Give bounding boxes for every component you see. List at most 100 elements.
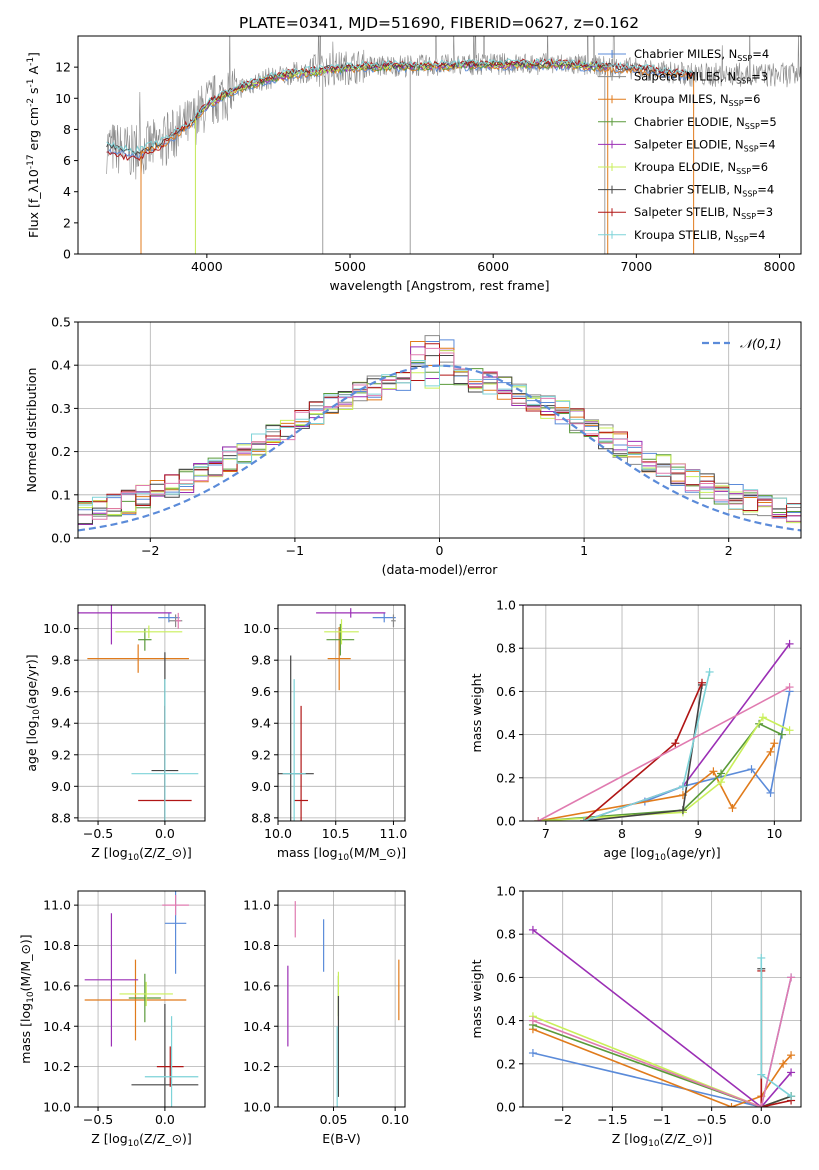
series-layer	[78, 335, 801, 532]
y-tick-label: 0.4	[496, 1013, 516, 1028]
y-tick-label: 8.8	[51, 810, 71, 825]
y-tick-label: 1.0	[496, 884, 516, 899]
x-tick-label: −0.5	[83, 826, 113, 841]
y-tick-label: 2	[63, 215, 71, 230]
y-tick-label: 0.1	[51, 487, 71, 502]
y-tick-label: 10.0	[43, 621, 71, 636]
x-tick-label: 7000	[620, 259, 652, 274]
y-tick-label: 11.0	[43, 898, 71, 913]
y-tick-label: 0.2	[496, 1056, 516, 1071]
y-tick-label: 4	[63, 184, 71, 199]
mass-weight-line	[583, 671, 711, 821]
age-vs-mass-panel: 10.0 10.5 11.0 8.8 9.0 9.2 9.4 9.6 9.8 10.0 mass […	[243, 604, 407, 863]
y-tick-label: 0.8	[496, 927, 516, 942]
series-layer	[84, 891, 199, 1107]
legend-label: 𝒩(0,1)	[740, 336, 782, 351]
residual-histogram	[78, 343, 801, 518]
x-tick-label: 0.0	[155, 1112, 175, 1127]
x-tick-label: 0.0	[155, 826, 175, 841]
mass-vs-extinction-panel: 0.05 0.10 10.0 10.2 10.4 10.6 10.8 11.0 E(B-V)	[243, 890, 409, 1146]
y-tick-label: 0.4	[496, 727, 516, 742]
x-tick-label: 4000	[191, 259, 223, 274]
y-tick-label: 9.2	[251, 747, 271, 762]
y-tick-label: 0.6	[496, 684, 516, 699]
observed-spectrum	[106, 36, 801, 180]
series-layer	[278, 608, 396, 821]
y-tick-label: 0.5	[51, 315, 71, 330]
x-tick-label: 0.10	[381, 1112, 409, 1127]
model-spectrum	[106, 62, 693, 159]
mass-weight-vs-age-panel: 7 8 9 10 0.0 0.2 0.4 0.6 0.8 1.0 age [log10​(age/y…	[469, 598, 802, 863]
y-tick-label: 1.0	[496, 598, 516, 613]
y-tick-label: 9.8	[251, 653, 271, 668]
series-layer	[287, 901, 400, 1107]
axes-frame	[77, 604, 206, 822]
y-axis-label: age [log10​(age/yr)]	[24, 654, 42, 771]
y-tick-label: 9.8	[51, 653, 71, 668]
x-tick-label: 10	[766, 826, 782, 841]
axes-frame	[522, 604, 802, 822]
mass-weight-line	[538, 742, 776, 821]
mass-weight-line	[537, 686, 790, 821]
y-tick-label: 8.8	[251, 810, 271, 825]
x-tick-label: 10.0	[264, 826, 292, 841]
y-tick-label: 0.2	[51, 444, 71, 459]
y-axis-label: mass weight	[469, 673, 484, 752]
y-tick-label: 10.0	[43, 1100, 71, 1115]
x-tick-label: 7	[542, 826, 550, 841]
legend-label: Chabrier ELODIE, NSSP=5	[634, 115, 777, 131]
y-tick-label: 10.0	[243, 621, 271, 636]
age-vs-metallicity-panel: −0.5 0.0 8.8 9.0 9.2 9.4 9.6 9.8 10.0 Z [log10​(Z…	[24, 604, 206, 863]
y-tick-label: 0.2	[496, 770, 516, 785]
x-tick-label: 6000	[477, 259, 509, 274]
x-axis-label: Z [log10​(Z/Z_⊙)]	[612, 1131, 713, 1149]
y-tick-label: 9.6	[251, 684, 271, 699]
y-axis-label: mass [log10​(M/M_⊙)]	[18, 934, 36, 1063]
model-spectrum	[194, 61, 608, 121]
y-tick-label: 10.4	[43, 1019, 71, 1034]
y-tick-label: 9.2	[51, 747, 71, 762]
x-tick-label: 10.5	[322, 826, 350, 841]
y-tick-label: 0.6	[496, 970, 516, 985]
x-tick-label: 0	[436, 543, 444, 558]
series-layer	[78, 605, 199, 821]
y-axis-label: Normed distribution	[24, 368, 39, 493]
plot-area	[523, 604, 801, 822]
axes-frame	[77, 890, 206, 1108]
y-tick-label: 10.8	[43, 938, 71, 953]
y-tick-label: 10.4	[243, 1019, 271, 1034]
mass-weight-line	[532, 929, 792, 1107]
x-tick-label: −0.5	[83, 1112, 113, 1127]
x-tick-label: −1.5	[597, 1112, 627, 1127]
mass-vs-metallicity-panel: −0.5 0.0 10.0 10.2 10.4 10.6 10.8 11.0 Z [log10​…	[18, 890, 206, 1149]
legend-label: Salpeter MILES, NSSP=3	[634, 70, 768, 86]
x-axis-label: (data-model)/error	[382, 562, 499, 577]
x-tick-label: −2	[141, 543, 159, 558]
y-tick-label: 10.6	[43, 978, 71, 993]
legend-label: Salpeter ELODIE, NSSP=4	[634, 137, 776, 153]
y-tick-label: 8	[63, 122, 71, 137]
normal-curve	[78, 364, 801, 532]
model-spectrum	[195, 60, 608, 121]
x-tick-label: −2	[553, 1112, 571, 1127]
y-tick-label: 11.0	[243, 898, 271, 913]
x-axis-label: E(B-V)	[322, 1131, 361, 1146]
series-layer	[534, 639, 794, 821]
x-tick-label: 0.0	[751, 1112, 771, 1127]
series-layer	[106, 36, 801, 254]
y-tick-label: 0.0	[496, 1100, 516, 1115]
x-axis-label: mass [log10​(M/M_⊙)]	[277, 845, 406, 863]
x-tick-label: −1	[286, 543, 304, 558]
x-tick-label: 8000	[764, 259, 796, 274]
residual-histogram	[78, 360, 801, 510]
x-tick-label: 1	[580, 543, 588, 558]
y-tick-label: 0.3	[51, 401, 71, 416]
figure-title: PLATE=0341, MJD=51690, FIBERID=0627, z=0…	[239, 14, 639, 32]
y-tick-label: 0.8	[496, 641, 516, 656]
y-axis-label: mass weight	[469, 959, 484, 1038]
y-tick-label: 12	[55, 60, 71, 75]
model-spectrum	[194, 60, 609, 121]
mass-weight-line	[532, 977, 792, 1107]
residual-histogram	[78, 347, 801, 522]
